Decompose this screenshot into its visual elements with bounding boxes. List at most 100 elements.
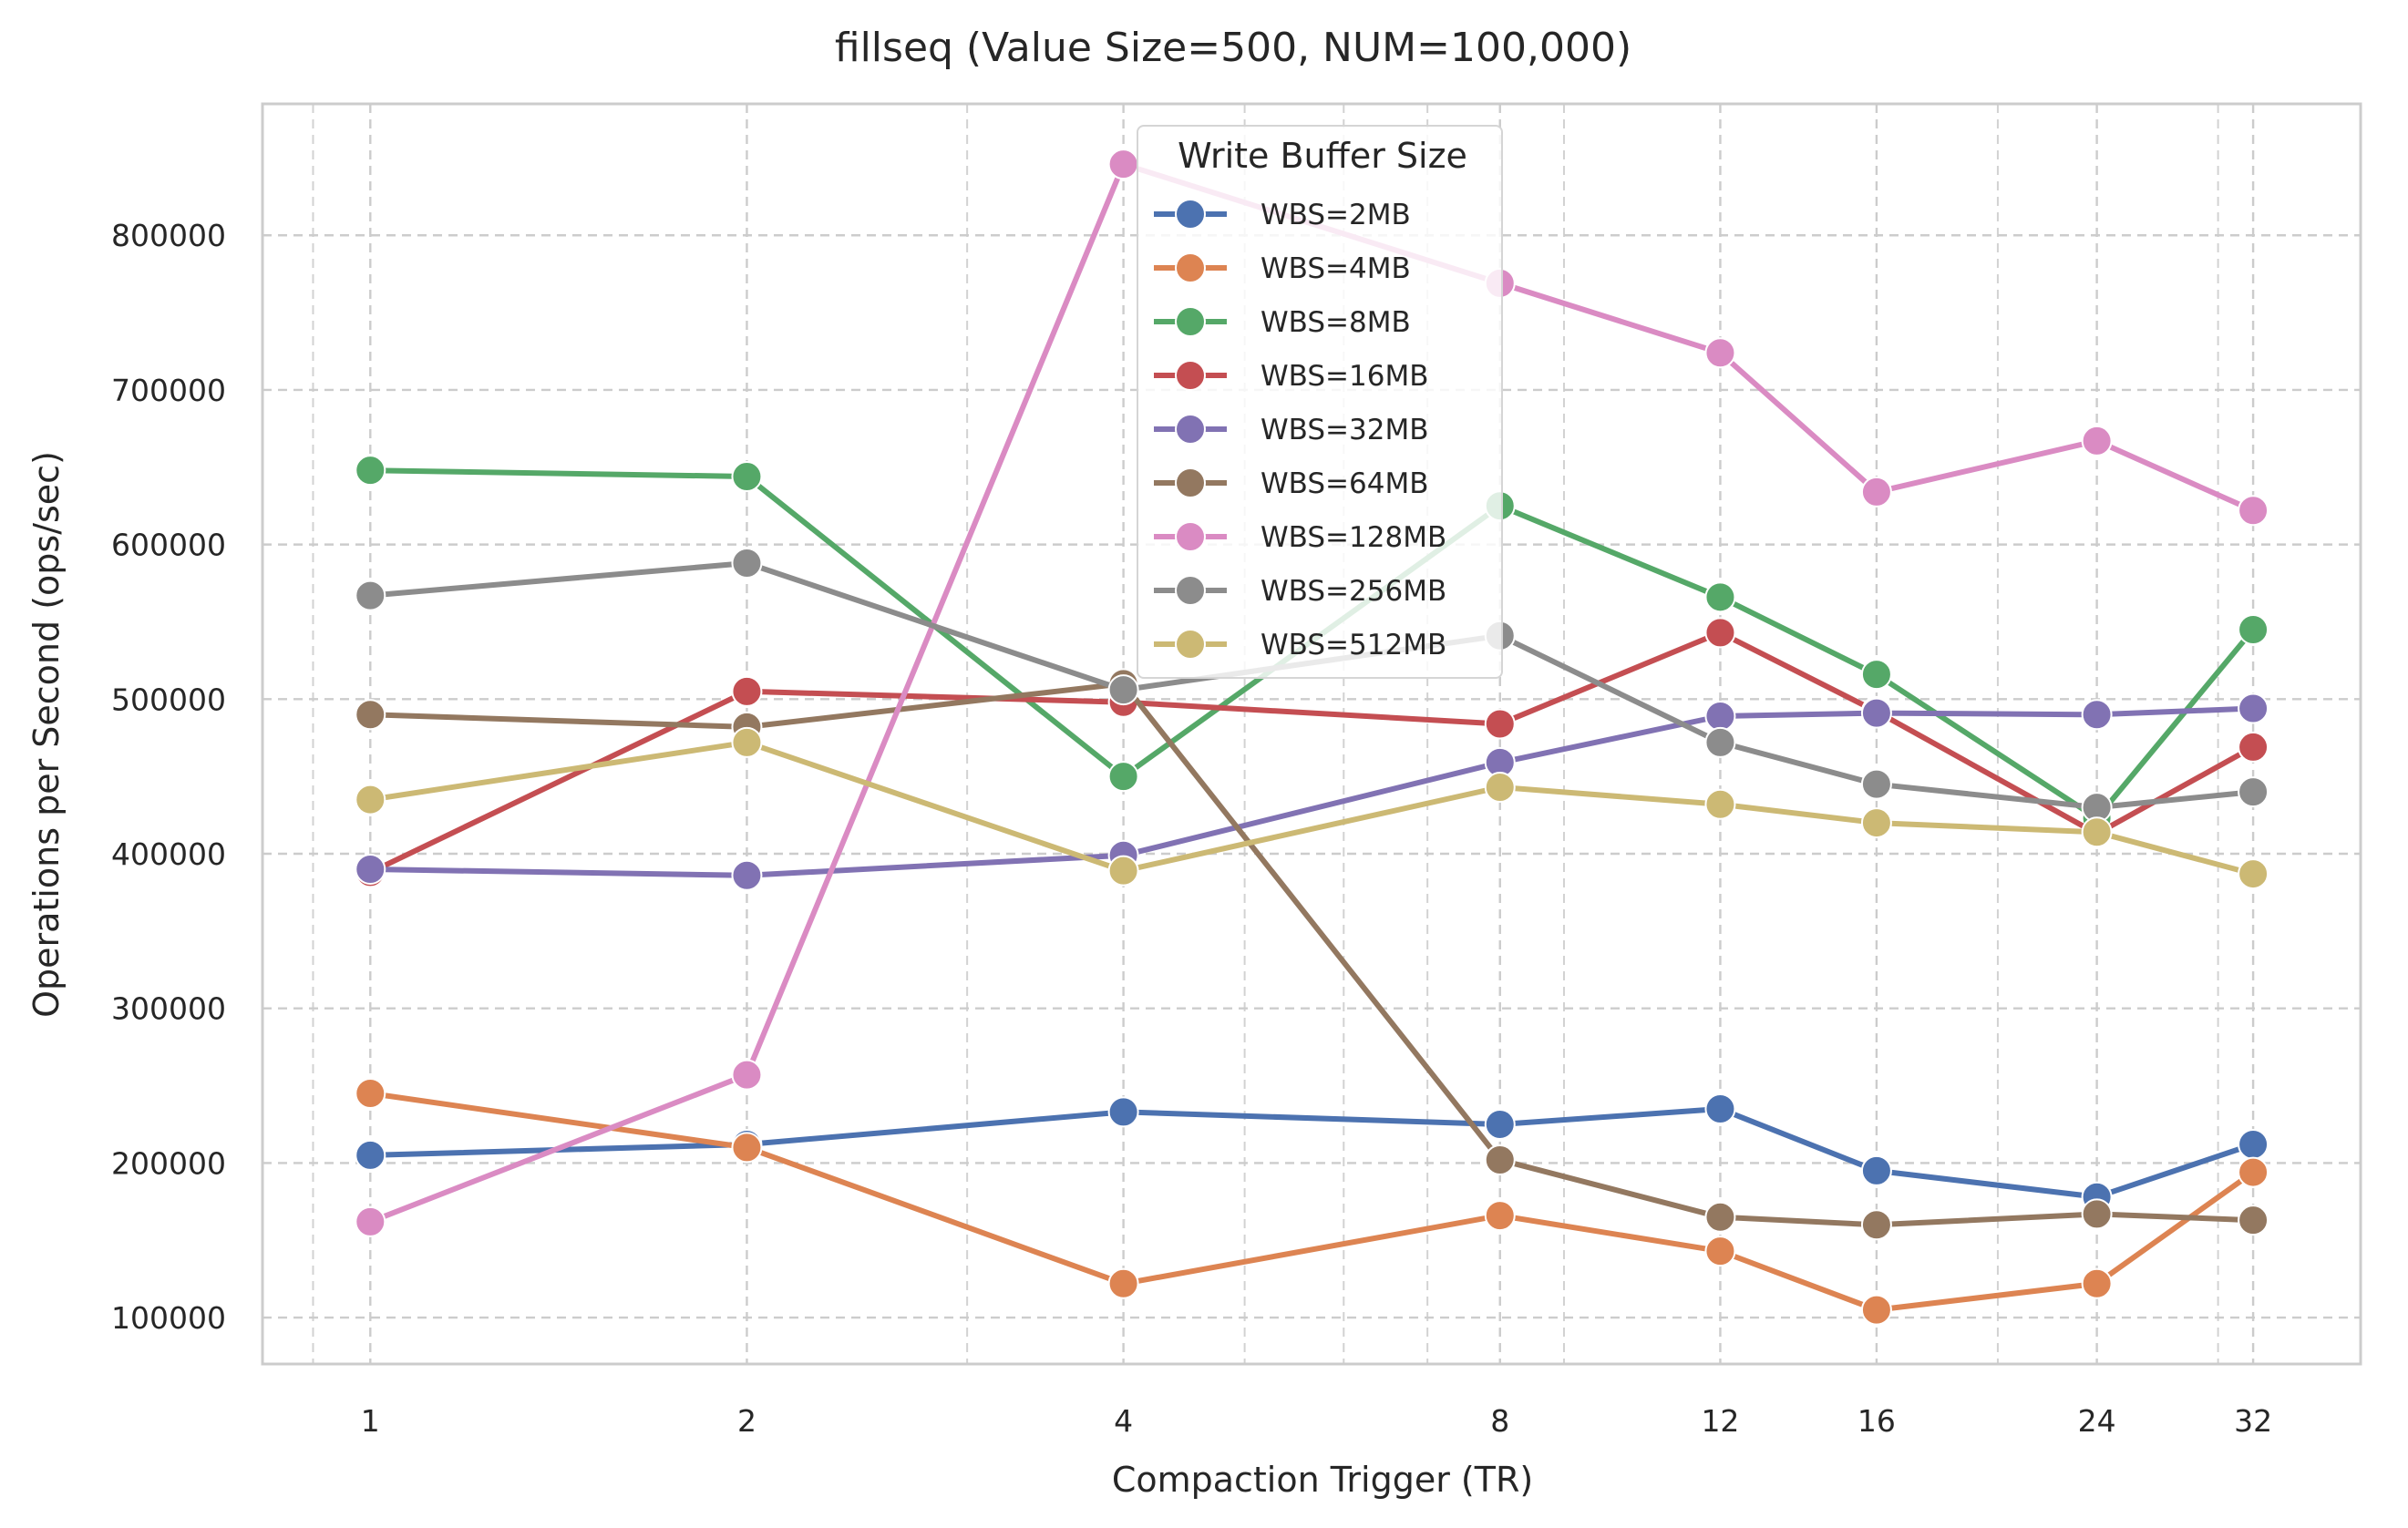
x-tick-label: 4 (1114, 1403, 1133, 1439)
legend-label: WBS=32MB (1261, 414, 1429, 446)
legend-item: WBS=8MB (1154, 306, 1411, 339)
legend-label: WBS=128MB (1261, 521, 1446, 554)
y-tick-label: 600000 (111, 528, 226, 563)
data-point (355, 853, 386, 885)
legend-item: WBS=2MB (1154, 199, 1411, 231)
data-point (1860, 697, 1892, 729)
y-tick-label: 100000 (111, 1300, 226, 1336)
data-point (355, 579, 386, 611)
data-point (731, 726, 763, 758)
legend-marker (1175, 629, 1206, 660)
x-tick-label: 24 (2078, 1403, 2116, 1439)
legend-label: WBS=64MB (1261, 467, 1429, 500)
x-tick-label: 16 (1857, 1403, 1896, 1439)
series-line (367, 630, 2257, 876)
series-lines (355, 149, 2269, 1326)
x-axis-ticks: 1 2 4 8 12 16 24 32 (361, 1403, 2272, 1439)
data-point (1704, 788, 1736, 820)
series-wbs-64mb (355, 668, 2269, 1241)
legend-label: WBS=2MB (1261, 199, 1411, 231)
data-point (1484, 1108, 1516, 1140)
legend: Write Buffer Size WBS=2MB WBS=4MB WBS=8MB W… (1137, 125, 1503, 679)
data-point (2238, 776, 2269, 808)
series-wbs-512mb (355, 726, 2269, 890)
legend-marker (1175, 360, 1206, 391)
data-point (2081, 816, 2113, 848)
legend-item: WBS=64MB (1154, 467, 1429, 500)
y-tick-label: 500000 (111, 682, 226, 717)
legend-label: WBS=16MB (1261, 360, 1429, 393)
legend-box (1137, 125, 1503, 679)
series-line (367, 467, 2257, 821)
data-point (731, 1132, 763, 1164)
data-point (1484, 1144, 1516, 1176)
legend-label: WBS=4MB (1261, 252, 1411, 285)
data-point (1107, 1267, 1139, 1299)
legend-item: WBS=4MB (1154, 252, 1411, 285)
legend-marker (1175, 575, 1206, 606)
data-point (731, 859, 763, 891)
legend-marker (1175, 199, 1206, 230)
data-point (1704, 726, 1736, 758)
data-point (2081, 699, 2113, 731)
data-point (1704, 700, 1736, 732)
x-axis-label: Compaction Trigger (TR) (1112, 1460, 1533, 1500)
y-tick-label: 200000 (111, 1145, 226, 1181)
data-point (2238, 1129, 2269, 1161)
data-point (1484, 772, 1516, 804)
data-point (1107, 1096, 1139, 1128)
legend-item: WBS=16MB (1154, 360, 1429, 393)
data-point (1860, 1154, 1892, 1186)
data-point (355, 699, 386, 731)
series-line (367, 161, 2257, 1225)
data-point (1704, 617, 1736, 649)
x-tick-label: 2 (737, 1403, 756, 1439)
data-point (2081, 1267, 2113, 1299)
data-point (1704, 1201, 1736, 1233)
legend-item: WBS=256MB (1154, 575, 1446, 608)
data-point (731, 460, 763, 492)
y-axis-ticks: 100000 200000 300000 400000 500000 600000 7000… (111, 218, 226, 1336)
legend-marker (1175, 306, 1206, 337)
data-point (2238, 613, 2269, 645)
legend-item: WBS=32MB (1154, 414, 1429, 446)
data-point (1860, 768, 1892, 800)
legend-marker (1175, 467, 1206, 498)
plot-frame (261, 102, 2362, 1366)
legend-label: WBS=8MB (1261, 306, 1411, 339)
data-point (1107, 674, 1139, 706)
data-point (1860, 1209, 1892, 1241)
data-point (355, 1205, 386, 1237)
legend-item: WBS=128MB (1154, 521, 1446, 554)
series-wbs-2mb (355, 1093, 2269, 1213)
data-point (355, 1078, 386, 1110)
legend-marker (1175, 252, 1206, 283)
data-point (1860, 476, 1892, 508)
y-tick-label: 800000 (111, 218, 226, 253)
legend-label: WBS=512MB (1261, 629, 1446, 661)
legend-item: WBS=512MB (1154, 629, 1446, 661)
data-point (1107, 149, 1139, 180)
data-point (2238, 858, 2269, 890)
series-line (367, 681, 2257, 1228)
y-tick-label: 400000 (111, 836, 226, 872)
x-tick-label: 32 (2234, 1403, 2272, 1439)
data-point (355, 1139, 386, 1171)
data-point (2081, 1198, 2113, 1230)
legend-title: Write Buffer Size (1178, 136, 1467, 176)
data-point (1484, 1200, 1516, 1232)
data-point (1704, 1236, 1736, 1267)
data-point (1704, 337, 1736, 369)
chart-title: fillseq (Value Size=500, NUM=100,000) (835, 25, 1631, 71)
series-line (367, 739, 2257, 877)
x-tick-label: 8 (1490, 1403, 1509, 1439)
series-line (367, 1106, 2257, 1200)
series-wbs-256mb (355, 547, 2269, 824)
x-tick-label: 12 (1701, 1403, 1739, 1439)
series-line (367, 560, 2257, 811)
data-point (1860, 807, 1892, 839)
data-point (2238, 1156, 2269, 1188)
data-point (1860, 659, 1892, 691)
series-wbs-128mb (355, 149, 2269, 1237)
